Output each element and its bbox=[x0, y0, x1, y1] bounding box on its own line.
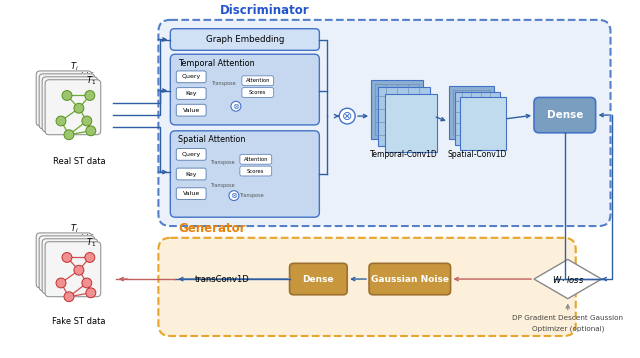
Text: Query: Query bbox=[182, 152, 201, 157]
Circle shape bbox=[56, 116, 66, 126]
Circle shape bbox=[82, 278, 92, 288]
Text: · · ·: · · · bbox=[81, 69, 94, 78]
Text: Dense: Dense bbox=[303, 275, 334, 284]
Circle shape bbox=[339, 108, 355, 124]
Text: $T_1$: $T_1$ bbox=[86, 237, 96, 249]
FancyBboxPatch shape bbox=[39, 74, 95, 129]
Text: Key: Key bbox=[186, 91, 197, 96]
Text: · · ·: · · · bbox=[81, 231, 94, 240]
FancyBboxPatch shape bbox=[240, 154, 271, 164]
Circle shape bbox=[86, 288, 96, 298]
Text: $T_i$: $T_i$ bbox=[70, 61, 78, 73]
Text: Value: Value bbox=[182, 108, 200, 113]
FancyBboxPatch shape bbox=[242, 88, 274, 97]
Text: Graph Embedding: Graph Embedding bbox=[205, 35, 284, 44]
Text: Scores: Scores bbox=[247, 169, 264, 174]
Text: Transpose: Transpose bbox=[239, 193, 264, 198]
FancyBboxPatch shape bbox=[170, 54, 319, 125]
FancyBboxPatch shape bbox=[39, 236, 95, 291]
Text: Attention: Attention bbox=[244, 157, 268, 162]
Text: Transpose: Transpose bbox=[210, 183, 234, 188]
Text: Temporal-Conv1D: Temporal-Conv1D bbox=[370, 150, 438, 159]
FancyBboxPatch shape bbox=[176, 168, 206, 180]
FancyBboxPatch shape bbox=[170, 29, 319, 50]
FancyBboxPatch shape bbox=[36, 71, 92, 126]
FancyBboxPatch shape bbox=[158, 238, 576, 336]
FancyBboxPatch shape bbox=[36, 233, 92, 288]
FancyBboxPatch shape bbox=[45, 80, 100, 135]
FancyBboxPatch shape bbox=[45, 242, 100, 297]
FancyBboxPatch shape bbox=[176, 71, 206, 83]
FancyBboxPatch shape bbox=[158, 20, 611, 226]
Circle shape bbox=[229, 191, 239, 200]
Text: $W \cdot loss$: $W \cdot loss$ bbox=[552, 274, 584, 285]
Circle shape bbox=[62, 252, 72, 262]
FancyBboxPatch shape bbox=[289, 263, 347, 295]
FancyBboxPatch shape bbox=[176, 149, 206, 160]
Text: Transpose: Transpose bbox=[211, 81, 236, 86]
Text: $T_1$: $T_1$ bbox=[86, 74, 96, 87]
FancyBboxPatch shape bbox=[170, 131, 319, 217]
FancyBboxPatch shape bbox=[42, 77, 98, 132]
Circle shape bbox=[56, 278, 66, 288]
Circle shape bbox=[85, 91, 95, 100]
Circle shape bbox=[82, 116, 92, 126]
FancyBboxPatch shape bbox=[240, 166, 271, 176]
Text: Discriminator: Discriminator bbox=[220, 4, 310, 17]
Text: Key: Key bbox=[186, 171, 197, 176]
Text: ⊗: ⊗ bbox=[342, 110, 353, 122]
Polygon shape bbox=[534, 260, 602, 299]
Text: Gaussian Noise: Gaussian Noise bbox=[371, 275, 449, 284]
Circle shape bbox=[74, 265, 84, 275]
Bar bbox=[371, 80, 423, 139]
Bar bbox=[378, 87, 429, 146]
Text: $T_i$: $T_i$ bbox=[70, 223, 78, 235]
Text: Query: Query bbox=[182, 74, 201, 79]
Text: Attention: Attention bbox=[246, 78, 270, 83]
Text: transConv1D: transConv1D bbox=[195, 275, 250, 284]
FancyBboxPatch shape bbox=[534, 97, 596, 133]
FancyBboxPatch shape bbox=[176, 88, 206, 100]
FancyBboxPatch shape bbox=[42, 239, 98, 294]
FancyBboxPatch shape bbox=[176, 104, 206, 116]
FancyBboxPatch shape bbox=[176, 188, 206, 199]
Circle shape bbox=[86, 126, 96, 136]
Circle shape bbox=[62, 91, 72, 100]
Text: DP Gradient Descent Gaussion: DP Gradient Descent Gaussion bbox=[512, 315, 623, 321]
Text: Real ST data: Real ST data bbox=[52, 157, 105, 166]
Text: ⊗: ⊗ bbox=[232, 102, 239, 111]
Text: Temporal Attention: Temporal Attention bbox=[179, 59, 255, 68]
Bar bbox=[461, 97, 506, 150]
Bar bbox=[385, 93, 436, 153]
Text: ⊗: ⊗ bbox=[230, 191, 237, 200]
Text: Spatial-Conv1D: Spatial-Conv1D bbox=[448, 150, 507, 159]
Text: Dense: Dense bbox=[547, 110, 583, 120]
Circle shape bbox=[64, 130, 74, 140]
Bar bbox=[449, 86, 494, 139]
FancyBboxPatch shape bbox=[242, 76, 274, 86]
Text: Fake ST data: Fake ST data bbox=[52, 317, 106, 326]
Text: Spatial Attention: Spatial Attention bbox=[179, 135, 246, 144]
Text: Scores: Scores bbox=[249, 90, 266, 95]
Text: Optimizer (optional): Optimizer (optional) bbox=[532, 325, 604, 332]
FancyBboxPatch shape bbox=[369, 263, 451, 295]
Text: Transpose: Transpose bbox=[210, 160, 234, 165]
Text: Value: Value bbox=[182, 191, 200, 196]
Bar bbox=[454, 92, 500, 145]
Circle shape bbox=[64, 292, 74, 302]
Circle shape bbox=[74, 103, 84, 113]
Text: Generator: Generator bbox=[179, 222, 246, 235]
Circle shape bbox=[231, 101, 241, 111]
Circle shape bbox=[85, 252, 95, 262]
